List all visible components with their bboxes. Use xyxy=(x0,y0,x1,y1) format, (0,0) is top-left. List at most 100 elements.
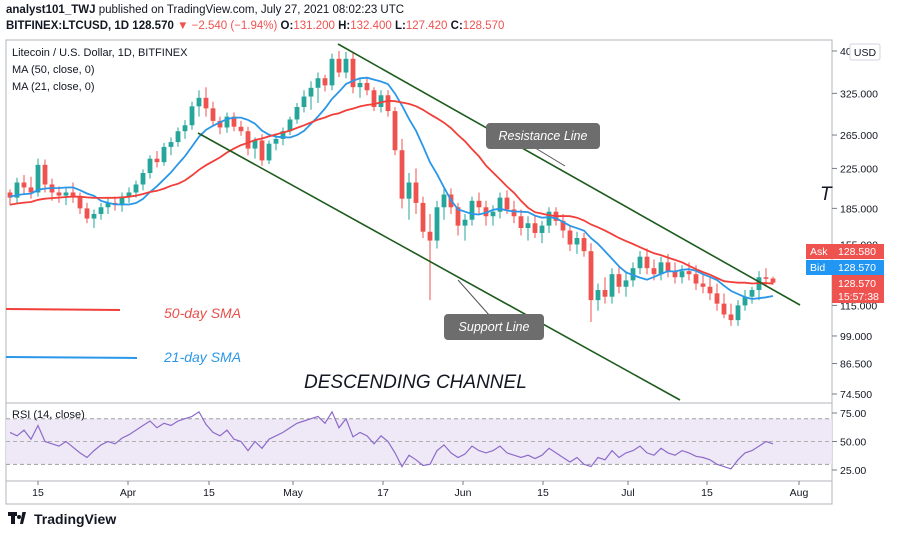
price-tick-label: 86.500 xyxy=(840,359,872,371)
currency-badge[interactable]: USD xyxy=(854,47,877,59)
bid-label: Bid xyxy=(810,262,825,274)
candle-body xyxy=(623,280,629,287)
candle-body xyxy=(189,106,195,126)
candle-body xyxy=(273,138,279,144)
candle-body xyxy=(679,271,685,278)
candles-group xyxy=(7,51,776,326)
ask-tag-box xyxy=(806,244,884,259)
price-tick-label: 99.000 xyxy=(840,331,872,343)
time-axis[interactable]: 15 Apr 15 May 17 Jun 15 Jul 15 Aug xyxy=(32,481,808,499)
ma50-legend[interactable]: MA (50, close, 0) xyxy=(12,64,95,76)
symbol-name: BITFINEX:LTCUSD, 1D xyxy=(6,20,130,32)
sma21-swatch xyxy=(5,356,138,359)
candle-body xyxy=(301,96,307,108)
time-tick-label: 15 xyxy=(32,487,44,499)
candle-body xyxy=(616,274,622,287)
candle-body xyxy=(581,238,587,252)
candle-body xyxy=(609,274,615,297)
candle-body xyxy=(252,140,258,149)
candle-body xyxy=(504,197,510,210)
candle-body xyxy=(728,314,734,321)
candle-body xyxy=(539,225,545,233)
candle-body xyxy=(308,87,314,97)
candle-body xyxy=(392,111,398,151)
support-callout-pointer xyxy=(457,279,491,317)
candle-body xyxy=(84,208,90,219)
candle-body xyxy=(280,131,286,139)
candle-body xyxy=(70,192,76,197)
support-callout-box xyxy=(444,314,544,340)
candle-body xyxy=(371,90,377,108)
candle-body xyxy=(693,274,699,284)
candle-body xyxy=(322,78,328,86)
candle-body xyxy=(595,290,601,301)
support-line[interactable] xyxy=(197,132,681,401)
currency-badge-box xyxy=(849,43,881,61)
candle-body xyxy=(742,296,748,306)
last-price-tag: 128.570 xyxy=(838,278,876,290)
open-value: 131.200 xyxy=(293,20,335,32)
candle-body xyxy=(294,107,300,120)
candle-body xyxy=(364,82,370,91)
candle-body xyxy=(462,219,468,226)
sma21-annotation: 21-day SMA xyxy=(163,349,241,365)
candle-body xyxy=(147,158,153,174)
resistance-callout-box xyxy=(486,123,600,149)
candle-body xyxy=(105,202,111,208)
candle-body xyxy=(126,192,132,197)
candle-body xyxy=(357,82,363,88)
ma21-legend[interactable]: MA (21, close, 0) xyxy=(12,81,95,93)
close-label: C: xyxy=(450,20,463,32)
author-name[interactable]: analyst101_TWJ xyxy=(6,4,96,16)
rsi-line xyxy=(9,410,774,470)
candle-body xyxy=(406,182,412,199)
ask-label: Ask xyxy=(810,246,828,258)
candle-body xyxy=(259,140,265,161)
resistance-line[interactable] xyxy=(337,43,801,306)
candle-body xyxy=(455,207,461,226)
sma50-annotation: 50-day SMA xyxy=(164,305,241,321)
support-callout: Support Line xyxy=(459,320,530,334)
candle-body xyxy=(637,256,643,269)
candle-body xyxy=(686,271,692,275)
time-tick-label: 15 xyxy=(203,487,215,499)
price-tick-label: 74.500 xyxy=(840,389,872,401)
candle-body xyxy=(574,238,580,245)
candle-body xyxy=(203,97,209,109)
publish-header: analyst101_TWJ published on TradingView.… xyxy=(6,4,404,16)
candle-body xyxy=(651,268,657,275)
ask-price: 128.580 xyxy=(838,246,876,258)
candle-body xyxy=(602,290,608,297)
candle-body xyxy=(133,184,139,193)
bid-price: 128.570 xyxy=(838,262,876,274)
candle-body xyxy=(441,194,447,208)
candle-body xyxy=(497,197,503,212)
high-value: 132.400 xyxy=(350,20,392,32)
candle-body xyxy=(546,211,552,226)
resistance-callout-pointer xyxy=(531,145,566,167)
rsi-legend[interactable]: RSI (14, close) xyxy=(12,409,85,421)
rsi-tick-label: 75.00 xyxy=(840,408,866,420)
candle-body xyxy=(588,251,594,301)
candle-body xyxy=(21,182,27,188)
time-tick-label: 17 xyxy=(377,487,389,499)
rsi-tick-label: 25.00 xyxy=(840,465,866,477)
candle-body xyxy=(427,231,433,241)
candle-body xyxy=(721,303,727,315)
candle-body xyxy=(91,213,97,219)
price-axis[interactable]: 74.50086.50099.000115.000155.000185.0002… xyxy=(832,46,878,401)
candle-body xyxy=(707,286,713,294)
candle-body xyxy=(14,182,20,198)
symbol-header: BITFINEX:LTCUSD, 1D 128.570 ▼ −2.540 (−1… xyxy=(6,20,504,32)
candle-body xyxy=(231,116,237,127)
candle-body xyxy=(238,126,244,132)
candle-body xyxy=(511,209,517,217)
candle-body xyxy=(56,192,62,196)
candle-body xyxy=(490,211,496,217)
candle-body xyxy=(658,262,664,275)
candle-body xyxy=(434,207,440,241)
footer-brand[interactable]: TradingView xyxy=(8,511,116,527)
publish-info: published on TradingView.com, July 27, 2… xyxy=(98,4,405,16)
low-value: 127.420 xyxy=(405,20,448,32)
